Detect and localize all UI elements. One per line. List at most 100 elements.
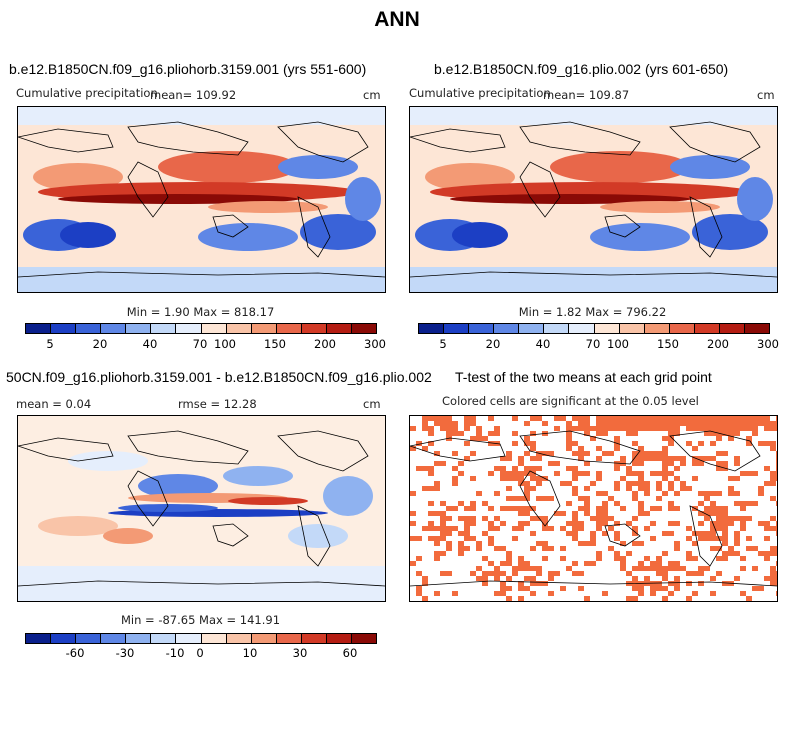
colorbar-swatch: [745, 324, 770, 333]
significant-cell: [626, 571, 632, 576]
significant-cell: [644, 416, 650, 421]
significant-cell: [758, 586, 764, 591]
significant-cell: [602, 426, 608, 431]
significant-cell: [668, 441, 674, 446]
significant-cell: [638, 456, 644, 461]
significant-cell: [692, 416, 698, 421]
significant-cell: [668, 581, 674, 586]
significant-cell: [626, 596, 632, 601]
colorbar-swatch: [126, 324, 152, 333]
significant-cell: [740, 421, 746, 426]
significant-cell: [752, 431, 758, 436]
significant-cell: [530, 446, 536, 451]
significant-cell: [566, 466, 572, 471]
significant-cell: [554, 511, 560, 516]
significant-cell: [410, 561, 416, 566]
significant-cell: [458, 551, 464, 556]
significant-cell: [686, 421, 692, 426]
significant-cell: [698, 426, 704, 431]
significant-cell: [560, 511, 566, 516]
significant-cell: [410, 511, 416, 516]
significant-cell: [746, 516, 752, 521]
significant-cell: [674, 456, 680, 461]
significant-cell: [728, 421, 734, 426]
significant-cell: [650, 591, 656, 596]
significant-cell: [716, 461, 722, 466]
significant-cell: [638, 461, 644, 466]
tick-label: 40: [535, 337, 551, 351]
significant-cell: [698, 416, 704, 421]
significant-cell: [758, 486, 764, 491]
colorbar-swatch: [301, 634, 327, 643]
significant-cell: [716, 521, 722, 526]
significant-cell: [470, 536, 476, 541]
significant-cell: [518, 581, 524, 586]
significant-cell: [512, 476, 518, 481]
significant-cell: [632, 471, 638, 476]
tick-label: -60: [65, 646, 85, 660]
significant-cell: [464, 536, 470, 541]
significant-cell: [512, 496, 518, 501]
significant-cell: [614, 486, 620, 491]
significant-cell: [470, 501, 476, 506]
significant-cell: [704, 416, 710, 421]
significant-cell: [458, 516, 464, 521]
significant-cell: [446, 416, 452, 421]
significant-cell: [410, 491, 416, 496]
significant-cell: [452, 466, 458, 471]
significant-cell: [668, 426, 674, 431]
significant-cell: [548, 576, 554, 581]
significant-cell: [548, 546, 554, 551]
colorbar-swatch: [669, 324, 695, 333]
significant-cell: [632, 586, 638, 591]
colorbar-swatch: [644, 324, 670, 333]
significant-cell: [656, 486, 662, 491]
significant-cell: [524, 496, 530, 501]
significant-cell: [614, 421, 620, 426]
significant-cell: [740, 471, 746, 476]
significant-cell: [410, 536, 416, 541]
significant-cell: [518, 496, 524, 501]
significant-cell: [692, 476, 698, 481]
significant-cell: [566, 436, 572, 441]
significant-cell: [458, 461, 464, 466]
significant-cell: [746, 536, 752, 541]
significant-cell: [722, 536, 728, 541]
significant-cell: [506, 506, 512, 511]
significant-cell: [704, 536, 710, 541]
significant-cell: [440, 536, 446, 541]
significant-cell: [776, 421, 777, 426]
significant-cell: [662, 456, 668, 461]
significant-cell: [434, 421, 440, 426]
significant-cell: [482, 581, 488, 586]
significant-cell: [656, 416, 662, 421]
significant-cell: [524, 466, 530, 471]
tick-label: 5: [46, 337, 54, 351]
significant-cell: [488, 416, 494, 421]
significant-cell: [722, 506, 728, 511]
colorbar-swatch: [619, 324, 645, 333]
colorbar-swatch: [594, 324, 620, 333]
significant-cell: [470, 521, 476, 526]
significant-cell: [674, 566, 680, 571]
colorbar-swatch: [444, 324, 470, 333]
page-title: ANN: [374, 8, 420, 31]
significant-cell: [638, 446, 644, 451]
significant-cell: [446, 516, 452, 521]
significant-cell: [776, 576, 777, 581]
significant-cell: [698, 581, 704, 586]
significant-cell: [518, 566, 524, 571]
significant-cell: [470, 571, 476, 576]
significant-cell: [758, 421, 764, 426]
significant-cell: [614, 556, 620, 561]
significant-cell: [686, 556, 692, 561]
significant-cell: [722, 531, 728, 536]
significant-cell: [500, 476, 506, 481]
significant-cell: [440, 501, 446, 506]
tick-label: 20: [92, 337, 108, 351]
significant-cell: [662, 551, 668, 556]
panel1-mean: mean= 109.92: [150, 88, 237, 102]
significant-cell: [674, 431, 680, 436]
significant-cell: [740, 416, 746, 421]
significant-cell: [482, 501, 488, 506]
